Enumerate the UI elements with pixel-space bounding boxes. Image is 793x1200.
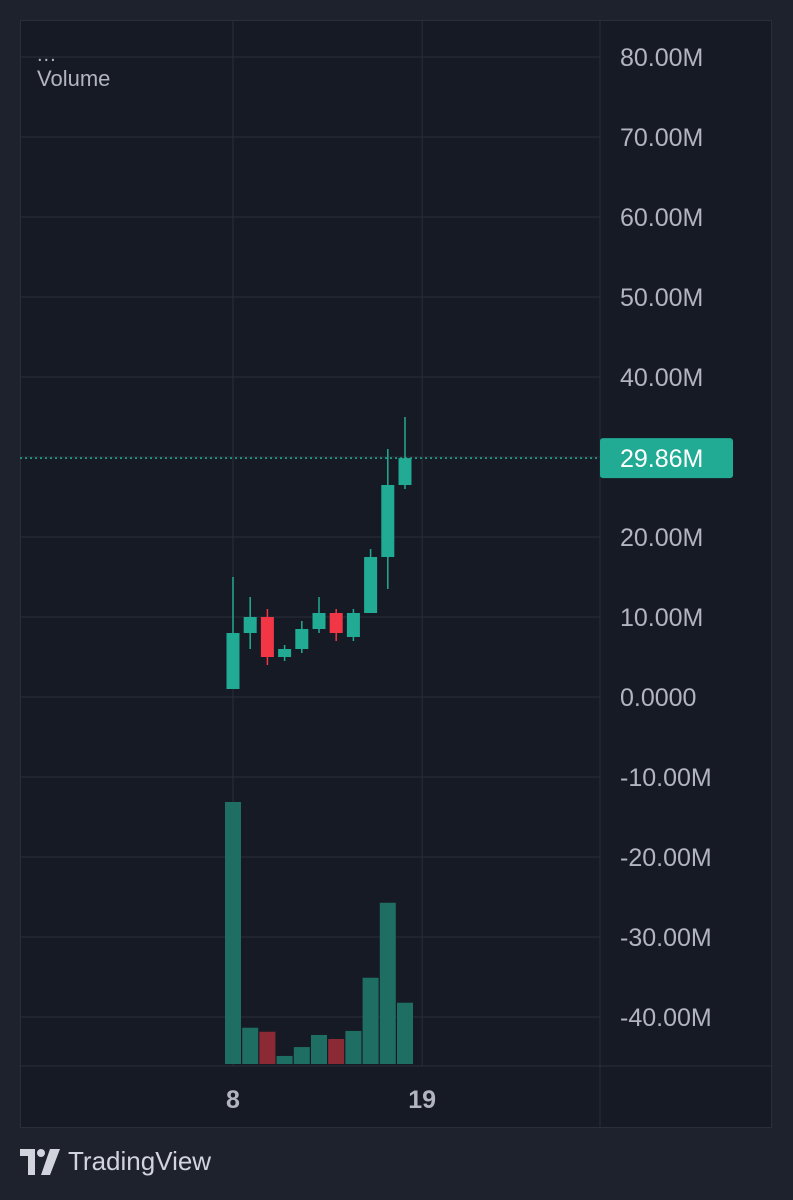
price-tick-label: 70.00M <box>620 124 703 152</box>
tradingview-logo-icon <box>20 1148 60 1175</box>
candle-body <box>243 617 257 633</box>
candle-body <box>278 649 292 657</box>
price-tick-label: 60.00M <box>620 204 703 232</box>
volume-bar <box>225 802 241 1064</box>
volume-bar <box>276 1055 293 1064</box>
time-axis: 8 19 <box>226 1086 436 1114</box>
price-tick-label: 50.00M <box>620 284 703 312</box>
price-tick-label: -20.00M <box>620 844 712 872</box>
price-tick-label: 80.00M <box>620 44 703 72</box>
candle-body <box>312 613 326 629</box>
brand[interactable]: TradingView <box>20 1146 211 1177</box>
volume-bar <box>397 1002 413 1064</box>
volume-bar <box>242 1027 259 1064</box>
brand-name: TradingView <box>68 1146 212 1176</box>
candle-body <box>329 613 343 633</box>
grid-lines <box>20 20 772 1128</box>
volume-bar <box>311 1034 327 1064</box>
price-tick-label: 10.00M <box>620 604 703 632</box>
candle-body <box>226 633 240 689</box>
legend-title: Volume <box>37 66 111 91</box>
time-tick-label: 19 <box>408 1086 436 1114</box>
candle-body <box>364 557 378 613</box>
volume-bar <box>259 1031 276 1064</box>
price-tick-label: -10.00M <box>620 764 712 792</box>
volume-bar <box>293 1047 310 1064</box>
price-tick-label: -30.00M <box>620 924 712 952</box>
volume-bars <box>225 802 413 1064</box>
price-axis: 80.00M 70.00M 60.00M 50.00M 40.00M 20.00M 10.0… <box>620 44 712 1032</box>
candle-body <box>381 485 395 557</box>
price-tick-label: 0.0000 <box>620 684 696 712</box>
chart-frame <box>20 20 772 1128</box>
candle-body <box>260 617 274 657</box>
candle-body <box>346 613 360 637</box>
price-tick-label: 40.00M <box>620 364 703 392</box>
volume-bar <box>328 1039 345 1064</box>
volume-bar <box>345 1030 362 1064</box>
last-value-label: 29.86M <box>620 445 703 473</box>
price-tick-label: -40.00M <box>620 1004 712 1032</box>
candle-body <box>398 458 412 485</box>
legend-menu-icon[interactable]: ... <box>37 44 57 66</box>
volume-bar <box>362 977 379 1064</box>
last-value-badge <box>600 438 733 479</box>
price-tick-label: 20.00M <box>620 524 703 552</box>
volume-bar <box>379 902 396 1064</box>
time-tick-label: 8 <box>226 1086 240 1114</box>
candle-body <box>295 629 309 649</box>
last-value-marker: 29.86M <box>20 438 733 479</box>
candles <box>226 417 412 689</box>
indicator-legend[interactable]: ... Volume <box>37 44 111 94</box>
